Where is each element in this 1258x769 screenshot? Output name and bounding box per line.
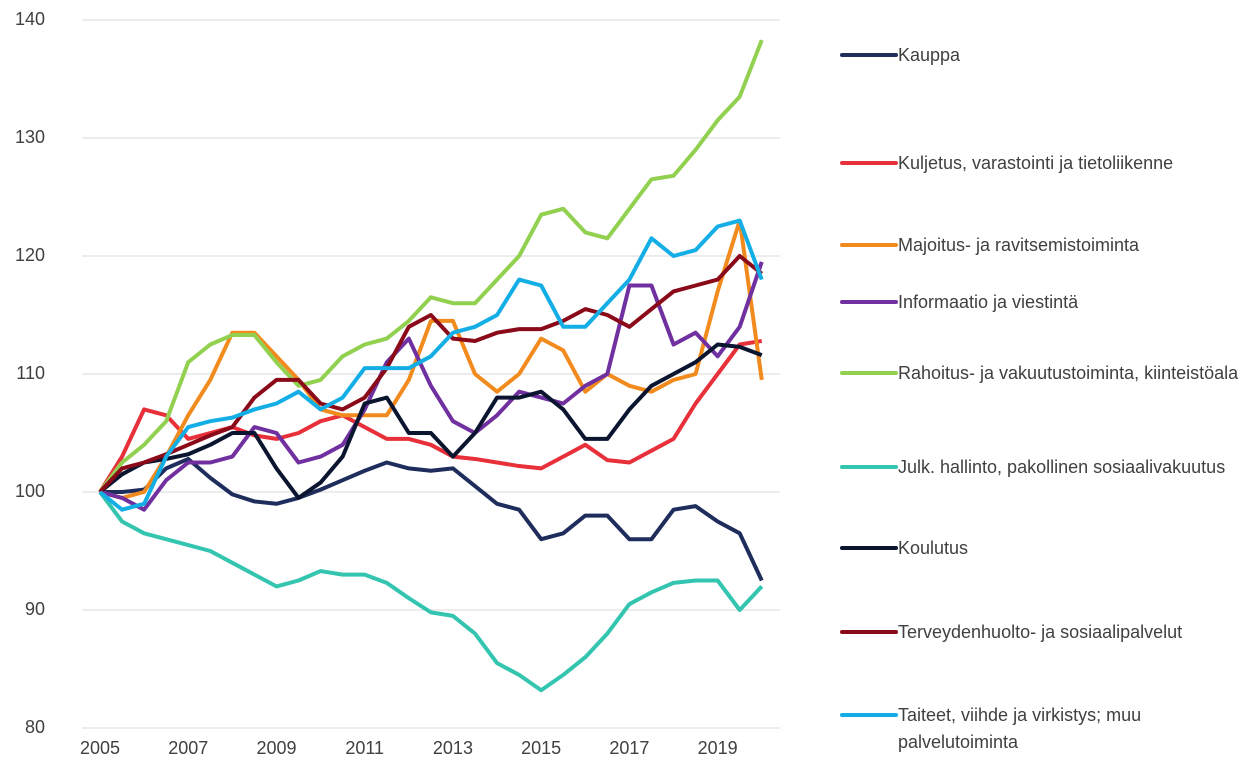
- x-tick-label: 2015: [521, 738, 561, 758]
- legend-label: Terveydenhuolto- ja sosiaalipalvelut: [898, 622, 1183, 642]
- x-tick-label: 2007: [168, 738, 208, 758]
- x-tick-label: 2017: [609, 738, 649, 758]
- y-tick-label: 120: [15, 245, 45, 265]
- x-tick-label: 2011: [345, 738, 384, 758]
- series-line: [98, 218, 764, 512]
- y-tick-label: 80: [25, 717, 45, 737]
- series-line: [100, 456, 764, 582]
- x-tick-label: 2009: [256, 738, 296, 758]
- legend-label: Julk. hallinto, pakollinen sosiaalivakuu…: [898, 457, 1226, 477]
- series-line: [98, 342, 763, 500]
- x-tick-label: 2019: [698, 738, 738, 758]
- series-line: [98, 338, 763, 494]
- x-tick-label: 2013: [433, 738, 473, 758]
- series-line: [98, 490, 764, 693]
- series-line: [98, 39, 764, 494]
- legend-label: Taiteet, viihde ja virkistys; muu palvel…: [898, 705, 1142, 752]
- legend-label: Kuljetus, varastointi ja tietoliikenne: [898, 153, 1174, 173]
- legend-label: Majoitus- ja ravitsemistoiminta: [898, 235, 1140, 255]
- legend-label: Kauppa: [898, 45, 961, 65]
- x-tick-label: 2005: [80, 738, 120, 758]
- series-line: [99, 261, 764, 512]
- y-tick-label: 100: [15, 481, 45, 501]
- y-tick-label: 110: [16, 363, 45, 383]
- legend-label: Koulutus: [898, 538, 969, 558]
- legend-label: Rahoitus- ja vakuutustoiminta, kiinteist…: [898, 363, 1239, 383]
- series-line: [99, 218, 764, 500]
- y-tick-label: 130: [15, 127, 45, 147]
- series-line: [98, 254, 764, 494]
- y-tick-label: 140: [15, 9, 45, 29]
- y-tick-label: 90: [25, 599, 45, 619]
- legend-label: Informaatio ja viestintä: [898, 292, 1079, 312]
